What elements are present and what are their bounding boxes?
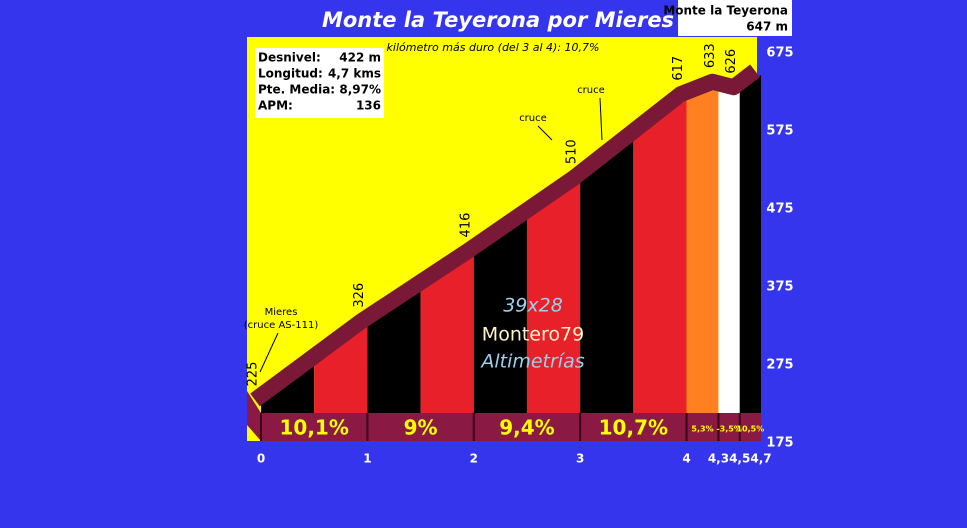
elevation-label: 510 (565, 139, 580, 164)
x-tick-label: 0 (257, 452, 265, 466)
stat-value: 422 m (339, 51, 381, 65)
note: kilómetro más duro (del 3 al 4): 10,7% (387, 41, 600, 54)
profile-column (261, 364, 315, 413)
stat-value: 4,7 kms (328, 67, 381, 81)
y-tick-label: 175 (766, 436, 793, 451)
elevation-label: 326 (352, 283, 367, 308)
profile-column (580, 139, 634, 413)
grade-label: 9% (404, 416, 438, 440)
annotation: (cruce AS-111) (244, 320, 319, 331)
y-tick-label: 675 (766, 46, 793, 61)
x-tick-label: 2 (470, 452, 478, 466)
grade-band (247, 391, 761, 441)
profile-column (314, 325, 368, 413)
x-tick-label: 4 (682, 452, 690, 466)
stat-value: 136 (356, 99, 381, 113)
profile-column (526, 181, 581, 413)
elevation-label: 225 (246, 362, 261, 387)
grade-label: 10,5% (736, 425, 764, 434)
x-tick-label: 3 (576, 452, 584, 466)
elevation-label: 633 (703, 43, 718, 68)
stat-label: APM: (258, 99, 293, 113)
annotation: cruce (519, 113, 547, 124)
stat-label: Longitud: (258, 67, 323, 81)
stats-box (255, 48, 384, 118)
summit-box (678, 0, 792, 36)
grade-label: 9,4% (499, 416, 554, 440)
summit-name: Monte la Teyerona (663, 4, 788, 18)
profile-column (739, 74, 761, 413)
x-tick-label: 4,7 (750, 452, 771, 466)
profile-column (420, 255, 474, 413)
y-tick-label: 375 (766, 280, 793, 295)
credit: Montero79 (482, 324, 584, 346)
stat-label: Pte. Media: (258, 83, 335, 97)
elevation-label: 416 (458, 213, 473, 238)
elevation-label: 626 (724, 49, 739, 74)
profile-column (718, 85, 740, 413)
x-tick-label: 4,5 (729, 452, 750, 466)
y-tick-label: 275 (766, 358, 793, 373)
x-tick-label: 1 (363, 452, 371, 466)
profile-column (686, 85, 719, 413)
annotation-leader (259, 332, 279, 373)
stat-label: Desnivel: (258, 51, 321, 65)
credit: 39x28 (503, 295, 563, 317)
annotation: Mieres (265, 307, 298, 318)
profile-column (367, 290, 421, 413)
stat-value: 8,97% (339, 83, 381, 97)
grade-label: 10,7% (599, 416, 668, 440)
y-tick-label: 575 (766, 124, 793, 139)
chart-title: Monte la Teyerona por Mieres (322, 8, 674, 32)
annotation-leader (599, 97, 603, 141)
grade-label: 10,1% (279, 416, 348, 440)
x-tick-label: 4,3 (708, 452, 729, 466)
grade-label: 5,3% (691, 425, 713, 434)
grade-label: -3,5% (716, 425, 742, 434)
profile-line (250, 64, 760, 407)
y-tick-label: 475 (766, 202, 793, 217)
annotation: cruce (577, 85, 605, 96)
summit-height: 647 m (746, 20, 788, 34)
credit: Altimetrías (479, 351, 584, 373)
annotation-leader (537, 125, 553, 141)
elevation-label: 617 (671, 56, 686, 81)
profile-column (473, 218, 527, 413)
profile-column (633, 98, 687, 414)
